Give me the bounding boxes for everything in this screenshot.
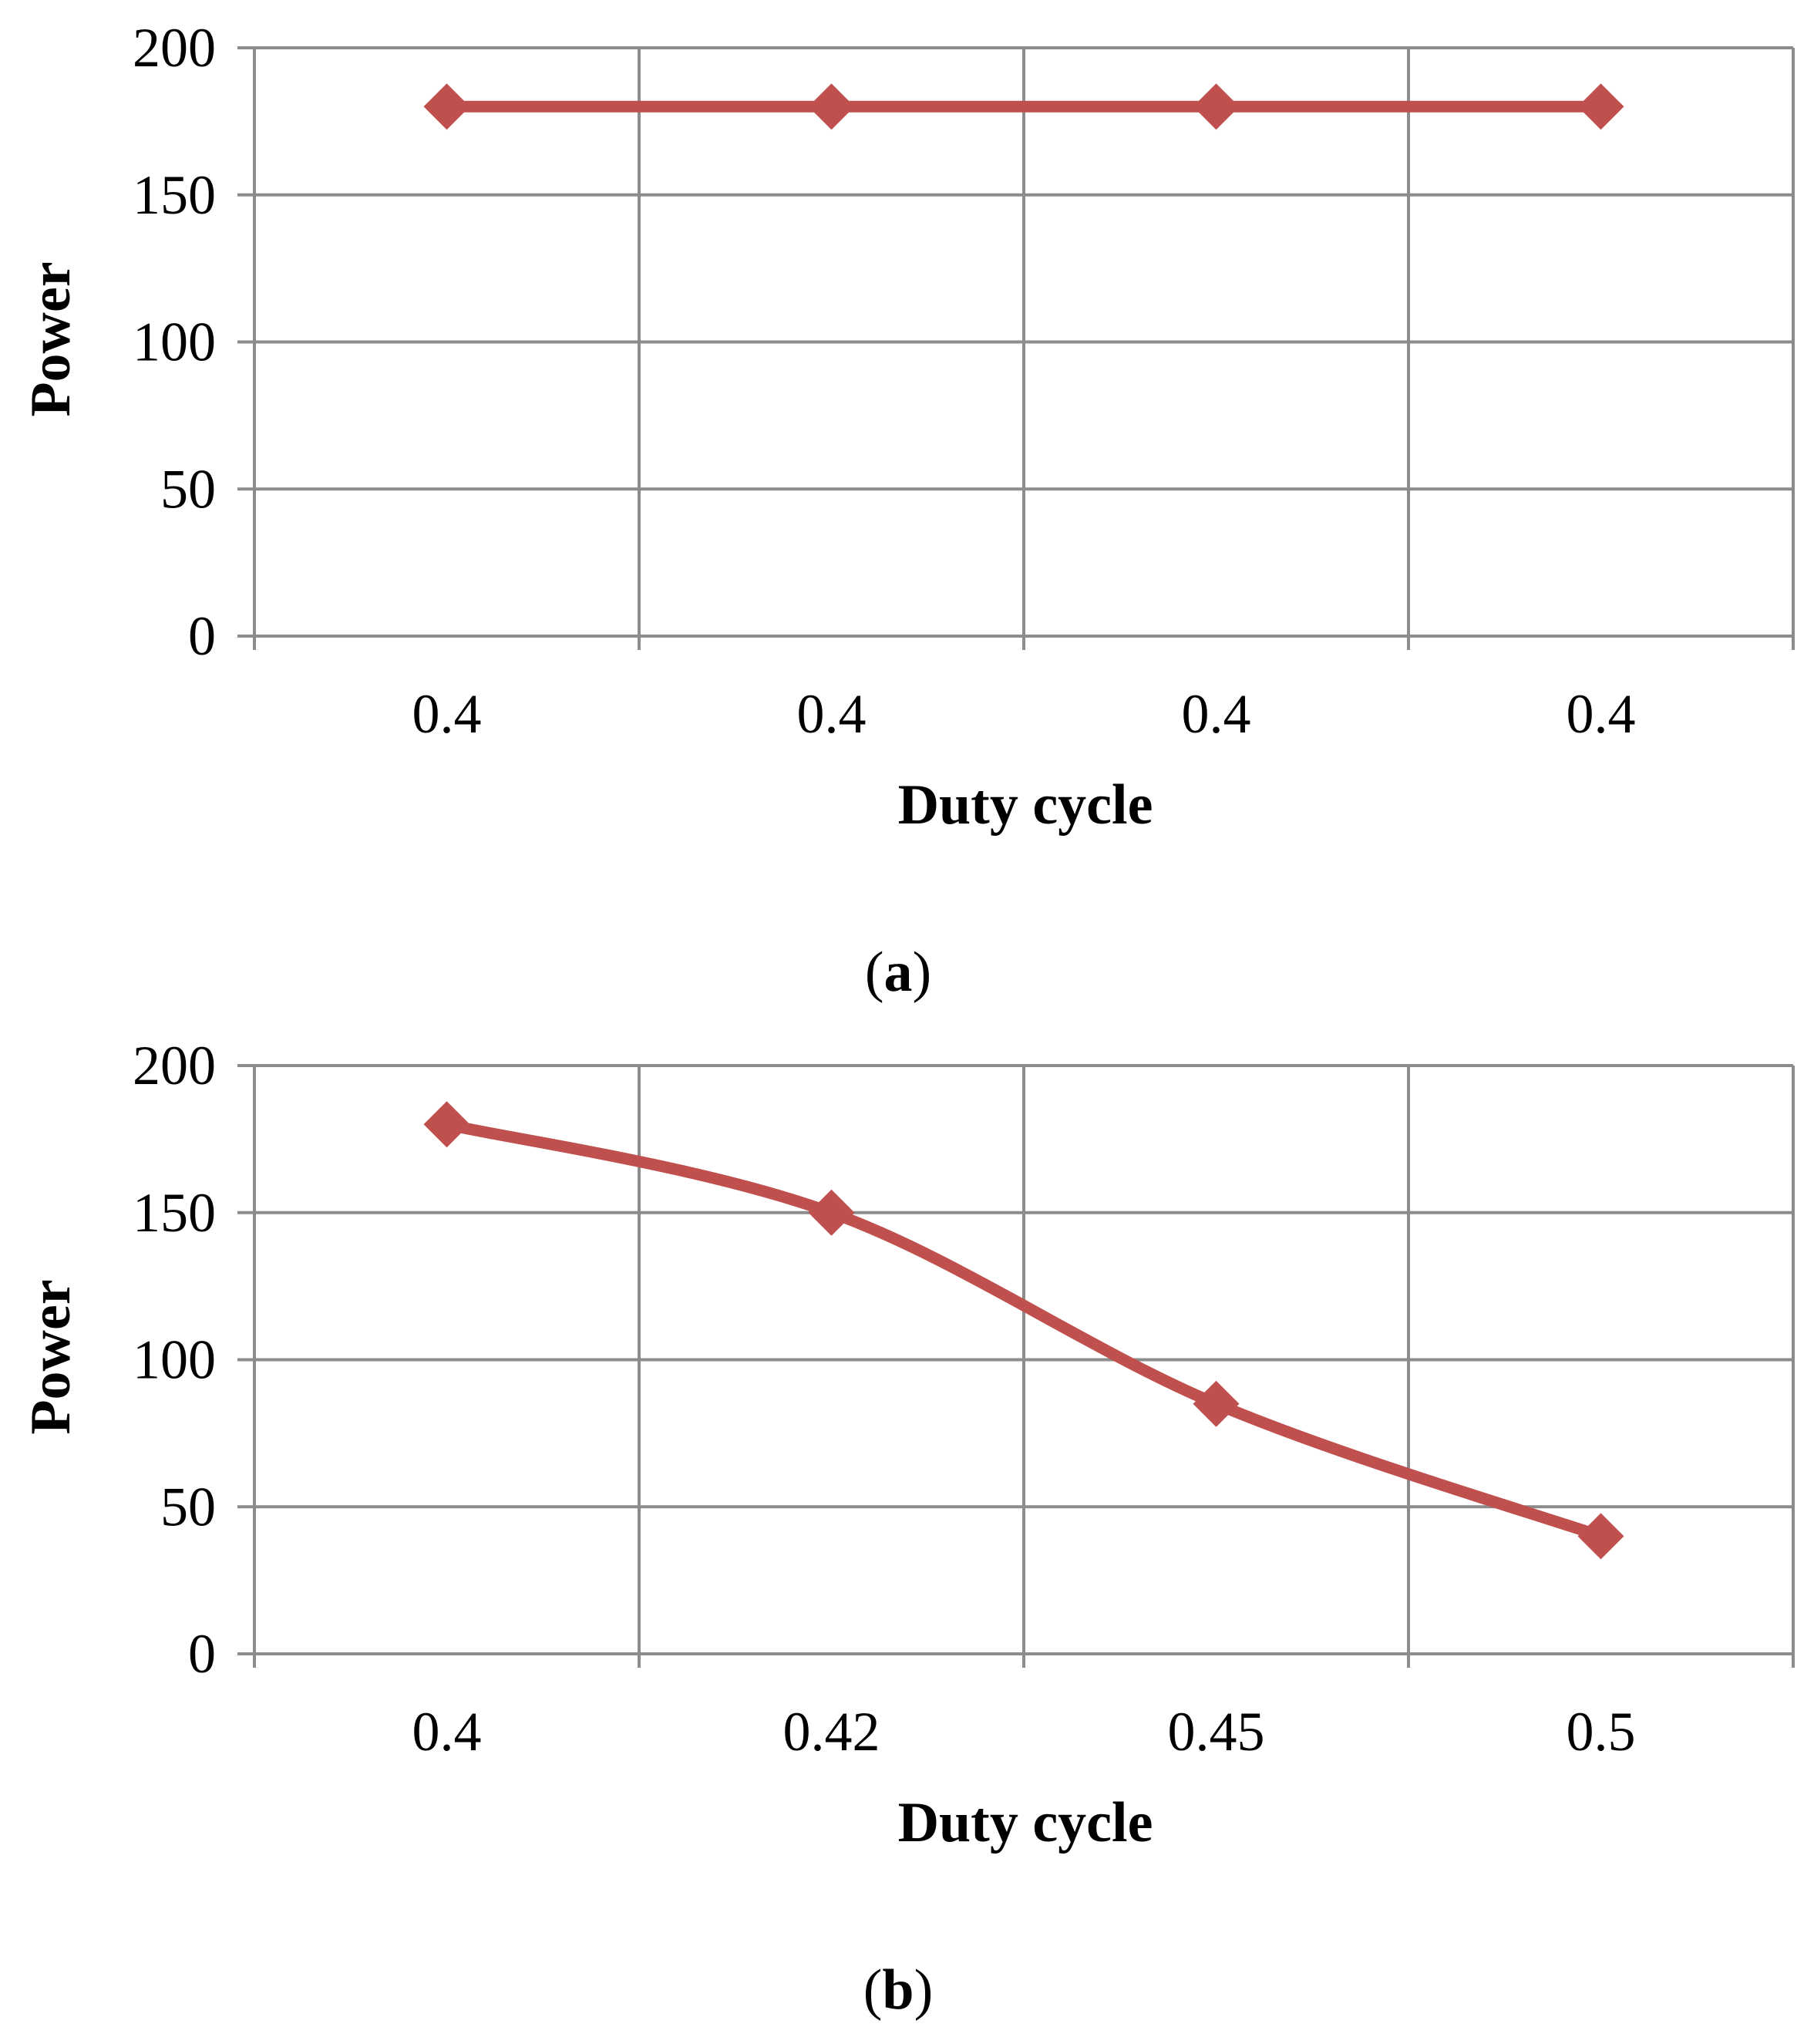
- y-tick-label: 0: [188, 605, 216, 667]
- y-tick-label: 50: [160, 458, 216, 520]
- y-tick-label: 100: [133, 1329, 216, 1391]
- x-tick-label: 0.4: [1567, 683, 1636, 745]
- x-tick-label: 0.5: [1567, 1701, 1636, 1763]
- y-tick-label: 0: [188, 1623, 216, 1685]
- x-tick-label: 0.4: [1182, 683, 1251, 745]
- data-point-marker: [1193, 1380, 1240, 1427]
- chart-a-svg: 0 50 100 150 200 0.4 0.4 0.4 0.4 Power Duty cycl…: [19, 17, 1795, 1004]
- x-tick-label: 0.4: [412, 1701, 482, 1763]
- x-axis-title-b: Duty cycle: [898, 1791, 1153, 1854]
- chart-panel-a: 0 50 100 150 200 0.4 0.4 0.4 0.4 Power Duty cycl…: [0, 0, 1814, 1018]
- y-tick-label: 150: [133, 1182, 216, 1244]
- plot-area-a: 0 50 100 150 200 0.4 0.4 0.4 0.4: [133, 17, 1795, 745]
- y-tick-label: 200: [133, 1035, 216, 1096]
- chart-panel-b: 0 50 100 150 200 0.4 0.42 0.45 0.5 Power Duty cy…: [0, 1018, 1814, 2036]
- y-tick-label: 150: [133, 164, 216, 226]
- y-tick-label: 200: [133, 17, 216, 79]
- plot-area-b: 0 50 100 150 200 0.4 0.42 0.45 0.5: [133, 1035, 1795, 1763]
- chart-b-svg: 0 50 100 150 200 0.4 0.42 0.45 0.5 Power Duty cy…: [19, 1035, 1795, 2022]
- y-tick-label: 100: [133, 311, 216, 373]
- x-tick-label: 0.42: [783, 1701, 880, 1763]
- x-tick-label: 0.4: [797, 683, 867, 745]
- data-point-marker: [1577, 1513, 1624, 1560]
- data-point-marker: [423, 1101, 470, 1148]
- data-point-marker: [423, 83, 470, 130]
- y-tick-label: 50: [160, 1476, 216, 1537]
- x-axis-title-a: Duty cycle: [898, 773, 1153, 837]
- x-tick-label: 0.4: [412, 683, 482, 745]
- data-point-marker: [808, 1189, 855, 1236]
- data-point-marker: [808, 83, 855, 130]
- series-line: [441, 1118, 1607, 1542]
- x-tick-label: 0.45: [1168, 1701, 1265, 1763]
- data-point-marker: [1577, 83, 1624, 130]
- y-axis-title-a: Power: [19, 261, 82, 416]
- data-point-marker: [1193, 83, 1240, 130]
- panel-label-b: (b): [863, 1958, 933, 2022]
- y-axis-title-b: Power: [19, 1279, 82, 1434]
- panel-label-a: (a): [865, 941, 931, 1004]
